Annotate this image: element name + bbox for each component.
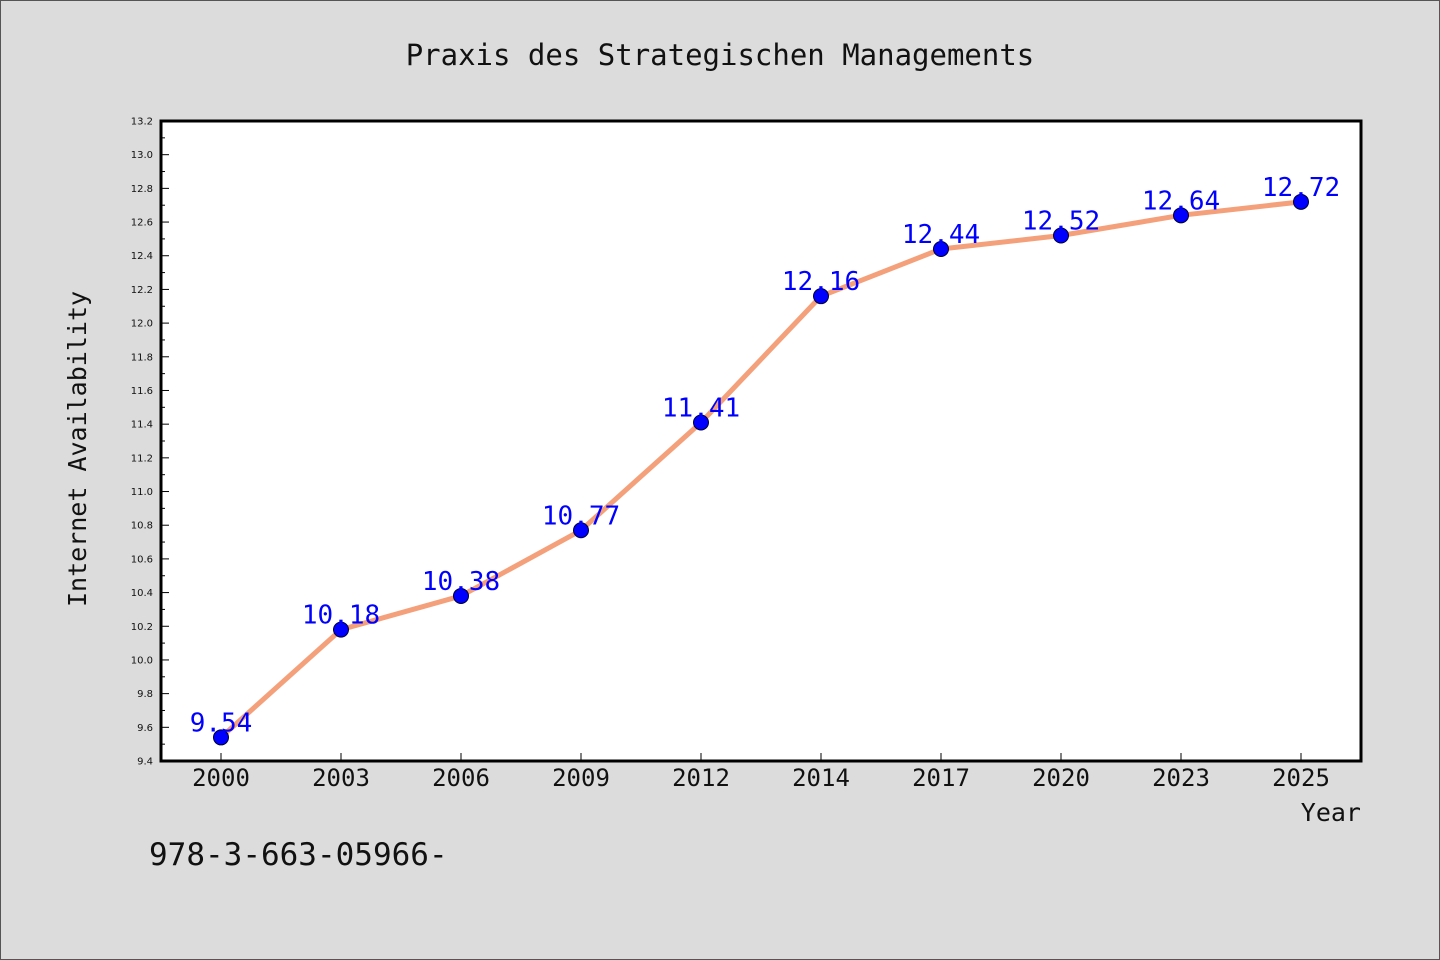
x-tick-label: 2012 (672, 764, 730, 792)
y-tick-label: 12.6 (131, 218, 153, 229)
y-tick-label: 11.0 (131, 487, 153, 498)
data-label: 9.54 (190, 708, 253, 738)
y-tick-label: 10.6 (131, 554, 153, 565)
data-point-marker (693, 414, 709, 431)
chart-title: Praxis des Strategischen Managements (406, 38, 1035, 72)
data-point-marker (1293, 193, 1309, 210)
data-label: 12.52 (1022, 207, 1100, 237)
data-label: 10.38 (422, 567, 500, 597)
y-tick-label: 10.0 (131, 655, 153, 666)
x-tick-label: 2025 (1272, 764, 1330, 792)
data-point-marker (453, 587, 469, 604)
data-label: 11.41 (662, 393, 740, 423)
markers-group (213, 193, 1309, 746)
data-labels-group: 9.54 10.18 10.38 10.77 11.41 12.16 12.44 12.52 1… (190, 173, 1340, 739)
data-label: 12.44 (902, 220, 980, 250)
x-tick-label: 2020 (1032, 764, 1090, 792)
y-tick-label: 10.8 (131, 521, 153, 532)
y-tick-label: 12.0 (131, 319, 153, 330)
data-label: 10.18 (302, 601, 380, 631)
data-point-marker (813, 288, 829, 305)
x-tick-label: 2009 (552, 764, 610, 792)
y-tick-label: 13.0 (131, 150, 153, 161)
y-tick-label: 10.2 (131, 622, 153, 633)
y-tick-label: 12.2 (131, 285, 153, 296)
data-label: 12.72 (1262, 173, 1340, 203)
plot-area (159, 119, 1363, 763)
x-tick-label: 2000 (192, 764, 250, 792)
series-line (218, 199, 1304, 740)
y-tick-label: 11.2 (131, 453, 153, 464)
data-label: 10.77 (542, 501, 620, 531)
x-tick-label: 2014 (792, 764, 850, 792)
data-point-marker (573, 522, 589, 539)
isbn-footer: 978-3-663-05966- (149, 837, 448, 873)
data-point-marker (1173, 207, 1189, 224)
y-tick-label: 9.8 (137, 689, 153, 700)
y-tick-label: 10.4 (131, 588, 153, 599)
x-tick-label: 2006 (432, 764, 490, 792)
x-tick-label: 2023 (1152, 764, 1210, 792)
y-axis-label: Internet Availability (63, 291, 92, 607)
y-tick-label: 12.4 (131, 251, 153, 262)
y-tick-label: 11.6 (131, 386, 153, 397)
series-line-group (218, 199, 1304, 740)
data-label: 12.16 (782, 267, 860, 297)
y-tick-label: 9.4 (137, 757, 153, 768)
data-point-marker (933, 241, 949, 257)
x-axis: 2000 2003 2006 2009 2012 2014 2017 2020 2023 2025 (192, 753, 1330, 792)
data-point-marker (1053, 227, 1069, 244)
data-label: 12.64 (1142, 186, 1220, 216)
x-axis-label: Year (1301, 798, 1361, 827)
y-tick-label: 11.4 (131, 420, 153, 431)
x-tick-label: 2003 (312, 764, 370, 792)
y-tick-label: 13.2 (131, 117, 153, 128)
y-tick-label: 11.8 (131, 352, 153, 363)
y-tick-label: 12.8 (131, 184, 153, 195)
data-point-marker (333, 621, 349, 638)
y-tick-label: 9.6 (137, 723, 153, 734)
x-tick-label: 2017 (912, 764, 970, 792)
y-axis: 9.4 9.6 9.8 10.0 10.2 10.4 10.6 10.8 11.0 11.2 11.… (131, 117, 169, 768)
data-point-marker (213, 729, 229, 746)
